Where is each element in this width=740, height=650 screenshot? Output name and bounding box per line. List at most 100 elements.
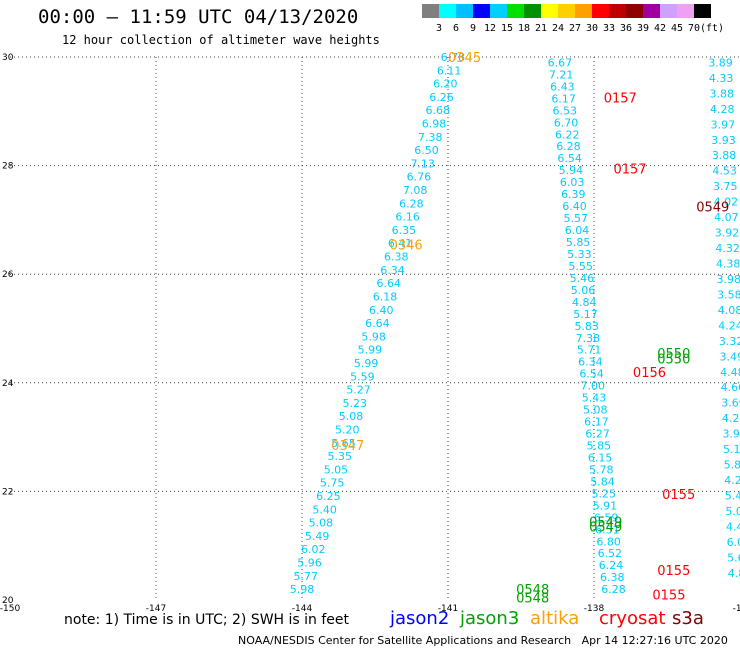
- wave-height-value: 6.78: [441, 51, 466, 64]
- color-scale-unit: (ft): [700, 23, 725, 34]
- wave-height-value: 7.13: [410, 157, 435, 170]
- wave-height-value: 6.18: [373, 290, 398, 303]
- wave-height-value: 6.03: [560, 176, 585, 189]
- wave-height-value: 4.48: [720, 366, 740, 379]
- color-scale-label: 24: [551, 23, 565, 34]
- wave-height-value: 6.39: [561, 188, 586, 201]
- wave-height-value: 7.00: [581, 380, 606, 393]
- color-swatch: [490, 4, 507, 18]
- wave-height-value: 6.27: [585, 428, 610, 441]
- satellite-s3a: s3a: [672, 608, 704, 629]
- wave-height-value: 5.08: [339, 410, 364, 423]
- pass-time-label: 0549: [589, 521, 622, 536]
- wave-height-value: 3.49: [719, 350, 740, 363]
- pass-time-label: 0548: [516, 591, 549, 606]
- wave-height-value: 5.25: [591, 487, 616, 500]
- wave-height-value: 6.43: [550, 80, 575, 93]
- wave-height-value: 3.93: [711, 134, 736, 147]
- wave-height-value: 4.53: [712, 165, 737, 178]
- wave-height-value: 3.97: [711, 118, 736, 131]
- wave-height-value: 4.32: [715, 242, 740, 255]
- pass-time-label: 0549: [696, 200, 729, 215]
- wave-height-value: 5.83: [574, 320, 599, 333]
- wave-height-value: 6.54: [579, 368, 604, 381]
- color-swatch: [507, 4, 524, 18]
- wave-height-value: 6.26: [429, 91, 454, 104]
- y-tick-label: 24: [2, 379, 14, 389]
- wave-height-value: 5.57: [564, 212, 589, 225]
- wave-height-value: 6.16: [395, 211, 420, 224]
- wave-height-value: 6.17: [584, 416, 609, 429]
- color-scale-label: 30: [585, 23, 599, 34]
- color-swatch: [575, 4, 592, 18]
- wave-height-value: 5.40: [312, 503, 337, 516]
- color-scale-label: 6: [452, 23, 460, 34]
- wave-height-value: 6.25: [316, 490, 341, 503]
- wave-height-value: 5.84: [590, 475, 615, 488]
- wave-height-value: 5.94: [559, 164, 584, 177]
- wave-height-value: 4.20: [722, 412, 740, 425]
- wave-height-value: 5.91: [593, 499, 618, 512]
- color-swatch: [473, 4, 490, 18]
- pass-time-label: 0157: [604, 92, 637, 107]
- wave-height-value: 5.43: [582, 392, 607, 405]
- wave-height-value: 4.08: [718, 304, 740, 317]
- color-scale-label: 33: [602, 23, 616, 34]
- wave-height-value: 7.38: [418, 131, 443, 144]
- wave-height-value: 6.76: [407, 171, 432, 184]
- color-swatch: [422, 4, 439, 18]
- wave-height-value: 5.65: [331, 437, 356, 450]
- x-tick-label: -150: [0, 604, 20, 614]
- color-scale-label: 45: [670, 23, 684, 34]
- wave-height-value: 5.98: [361, 330, 386, 343]
- color-swatch: [626, 4, 643, 18]
- wave-height-value: 3.88: [712, 149, 737, 162]
- footer-note: note: 1) Time is in UTC; 2) SWH is in fe…: [64, 612, 350, 628]
- wave-height-value: 7.08: [403, 184, 428, 197]
- wave-height-value: 5.78: [589, 463, 614, 476]
- wave-height-value: 6.70: [554, 116, 579, 129]
- wave-height-value: 5.17: [573, 308, 598, 321]
- wave-height-value: 6.38: [384, 251, 409, 264]
- wave-height-value: 6.02: [301, 543, 326, 556]
- wave-height-value: 6.28: [556, 140, 581, 153]
- wave-height-value: 6.98: [422, 118, 447, 131]
- wave-height-value: 5.85: [566, 236, 591, 249]
- wave-height-value: 6.68: [426, 104, 451, 117]
- wave-height-value: 6.40: [562, 200, 587, 213]
- wave-height-value: 3.98: [717, 273, 740, 286]
- x-tick-label: -138: [584, 604, 605, 614]
- color-scale-label: 15: [500, 23, 514, 34]
- wave-height-value: 5.45: [725, 490, 740, 503]
- y-tick-label: 26: [2, 270, 14, 280]
- wave-height-value: 6.20: [433, 78, 458, 91]
- wave-height-value: 3.88: [709, 87, 734, 100]
- wave-height-value: 3.32: [719, 335, 740, 348]
- wave-height-value: 5.35: [327, 450, 352, 463]
- color-swatch: [541, 4, 558, 18]
- pass-time-label: 0155: [652, 589, 685, 604]
- wave-height-value: 4.28: [710, 103, 735, 116]
- y-tick-label: 22: [2, 487, 13, 497]
- color-scale-label: 12: [483, 23, 497, 34]
- pass-time-label: 0155: [662, 488, 695, 503]
- wave-height-value: 5.96: [297, 557, 322, 570]
- wave-height-value: 4.07: [714, 211, 739, 224]
- x-tick-label: -141: [438, 604, 458, 614]
- wave-height-value: 5.59: [350, 370, 375, 383]
- wave-height-value: 5.20: [335, 423, 360, 436]
- color-swatch: [456, 4, 473, 18]
- satellite-altika: altika: [530, 608, 580, 629]
- y-tick-label: 28: [2, 162, 14, 172]
- chart-title: 00:00 – 11:59 UTC 04/13/2020: [38, 6, 359, 28]
- wave-height-value: 3.75: [713, 180, 738, 193]
- wave-height-value: 6.17: [551, 92, 576, 105]
- wave-height-value: 3.91: [722, 428, 740, 441]
- wave-height-value: 6.24: [599, 559, 624, 572]
- wave-height-value: 6.00: [727, 536, 740, 549]
- wave-height-value: 5.75: [320, 477, 345, 490]
- wave-height-value: 6.34: [380, 264, 405, 277]
- color-scale-label: 27: [568, 23, 582, 34]
- color-swatch: [592, 4, 609, 18]
